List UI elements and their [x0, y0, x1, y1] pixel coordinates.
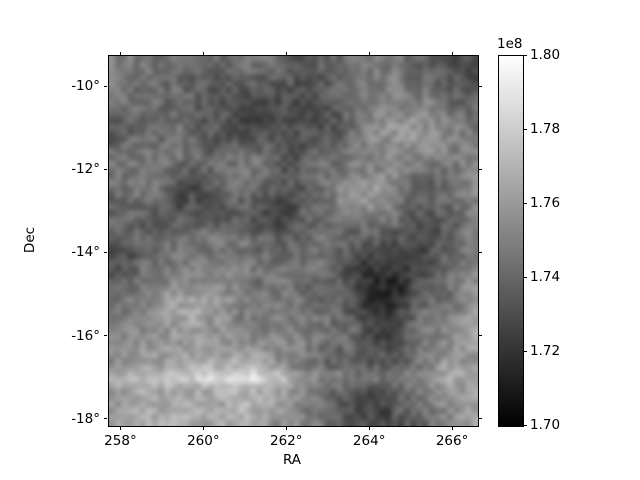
heatmap-image — [109, 56, 478, 426]
x-tick-top — [202, 51, 204, 55]
colorbar-tick — [523, 128, 527, 130]
colorbar-offset-text: 1e8 — [497, 36, 523, 52]
colorbar-tick — [523, 350, 527, 352]
x-tick-bottom — [119, 426, 122, 430]
colorbar-tick — [523, 202, 527, 204]
colorbar-tick — [523, 276, 527, 278]
y-tick-left — [103, 168, 107, 170]
x-tick-label: 264° — [352, 433, 386, 449]
x-tick-label: 258° — [104, 433, 137, 449]
colorbar[interactable] — [498, 55, 524, 427]
y-tick-right — [478, 85, 482, 87]
x-tick-top — [119, 51, 122, 55]
y-tick-left — [103, 335, 107, 337]
x-tick-label: 260° — [187, 433, 220, 449]
x-tick-top — [368, 51, 370, 55]
x-tick-label: 262° — [270, 433, 303, 449]
y-tick-left — [103, 251, 107, 254]
x-tick-label: 266° — [435, 433, 469, 449]
y-tick-label: -10° — [71, 78, 100, 95]
x-tick-top — [285, 51, 287, 55]
y-tick-label: -12° — [71, 161, 100, 178]
colorbar-tick-label: 1.80 — [530, 47, 561, 63]
y-tick-right — [478, 168, 482, 170]
colorbar-tick-label: 1.70 — [530, 417, 561, 433]
colorbar-tick-label: 1.76 — [530, 195, 561, 211]
x-tick-bottom — [368, 426, 370, 430]
y-tick-label: -16° — [71, 327, 100, 344]
y-tick-right — [478, 335, 482, 337]
colorbar-tick-label: 1.74 — [530, 269, 561, 285]
x-axis-label: RA — [282, 452, 302, 468]
colorbar-tick — [523, 424, 527, 426]
y-tick-left — [103, 418, 107, 420]
y-tick-left — [103, 85, 107, 87]
y-tick-label: -14° — [71, 244, 100, 261]
x-tick-bottom — [285, 426, 287, 430]
x-tick-bottom — [202, 426, 204, 430]
x-tick-bottom — [451, 426, 453, 430]
colorbar-tick-label: 1.78 — [530, 121, 561, 137]
y-tick-right — [478, 251, 482, 254]
y-tick-right — [478, 418, 482, 420]
colorbar-tick — [523, 54, 527, 56]
sky-map-axes[interactable] — [108, 55, 479, 427]
x-tick-top — [451, 51, 453, 55]
y-tick-label: -18° — [71, 410, 100, 427]
y-axis-label: Dec — [22, 226, 38, 254]
colorbar-tick-label: 1.72 — [530, 343, 561, 359]
